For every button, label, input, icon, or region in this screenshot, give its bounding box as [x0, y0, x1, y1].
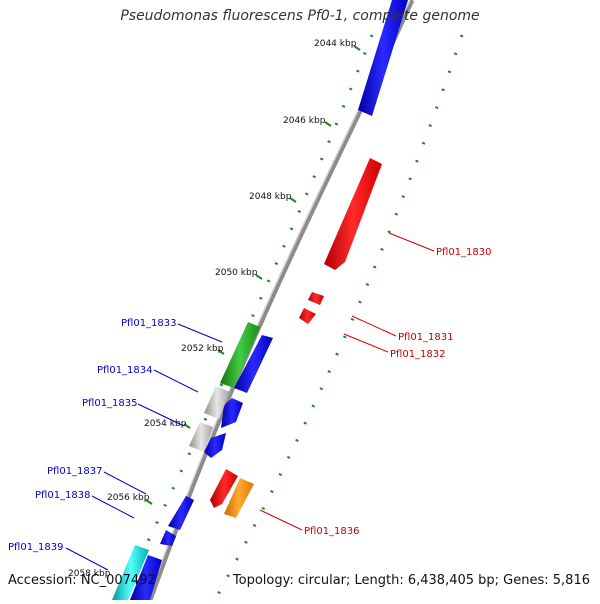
gene-feature[interactable] [204, 433, 226, 458]
tick-label: 2050 kbp [215, 268, 258, 278]
gene-label-pfl01-1839[interactable]: Pfl01_1839 [8, 542, 64, 553]
tick-marks [145, 45, 361, 505]
gene-label-pfl01-1832[interactable]: Pfl01_1832 [390, 349, 446, 360]
gene-feature[interactable] [112, 545, 149, 600]
gene-label-pfl01-1831[interactable]: Pfl01_1831 [398, 332, 454, 343]
gene-feature[interactable] [130, 555, 162, 600]
gene-feature[interactable] [220, 322, 260, 388]
forward-features[interactable] [112, 0, 408, 600]
gene-feature[interactable] [224, 478, 254, 518]
gene-labels: Pfl01_1830 Pfl01_1831 Pfl01_1832 Pfl01_1… [8, 247, 492, 553]
gene-label-pfl01-1835[interactable]: Pfl01_1835 [82, 398, 138, 409]
gene-label-pfl01-1833[interactable]: Pfl01_1833 [121, 318, 177, 329]
reverse-features[interactable] [210, 158, 382, 518]
tick-label: 2046 kbp [283, 116, 326, 126]
gene-label-pfl01-1837[interactable]: Pfl01_1837 [47, 466, 103, 477]
gene-feature[interactable] [308, 292, 324, 305]
gene-feature[interactable] [221, 398, 243, 428]
gene-feature[interactable] [204, 386, 230, 419]
tick-labels: 2044 kbp 2046 kbp 2048 kbp 2050 kbp 2052… [68, 39, 357, 579]
gene-feature[interactable] [210, 469, 238, 508]
map-title: Pseudomonas fluorescens Pf0-1, complete … [120, 8, 480, 24]
gene-label-pfl01-1830[interactable]: Pfl01_1830 [436, 247, 492, 258]
gene-feature[interactable] [168, 496, 194, 530]
gene-feature[interactable] [358, 0, 408, 116]
gene-label-pfl01-1836[interactable]: Pfl01_1836 [304, 526, 360, 537]
gene-feature[interactable] [299, 308, 316, 324]
gene-label-pfl01-1834[interactable]: Pfl01_1834 [97, 365, 153, 376]
tick-label: 2058 kbp [68, 569, 111, 579]
gene-feature[interactable] [324, 158, 382, 270]
leader-lines [65, 232, 435, 571]
genome-summary-text: Topology: circular; Length: 6,438,405 bp… [232, 573, 590, 588]
accession-text: Accession: NC_007492 [8, 573, 156, 588]
gene-feature[interactable] [234, 335, 273, 393]
tick-label: 2048 kbp [249, 192, 292, 202]
gene-feature[interactable] [160, 530, 176, 546]
gene-label-pfl01-1838[interactable]: Pfl01_1838 [35, 490, 91, 501]
tick-label: 2052 kbp [181, 344, 224, 354]
tick-label: 2044 kbp [314, 39, 357, 49]
tick-label: 2054 kbp [144, 419, 187, 429]
gene-feature[interactable] [189, 422, 213, 452]
tick-label: 2056 kbp [107, 493, 150, 503]
